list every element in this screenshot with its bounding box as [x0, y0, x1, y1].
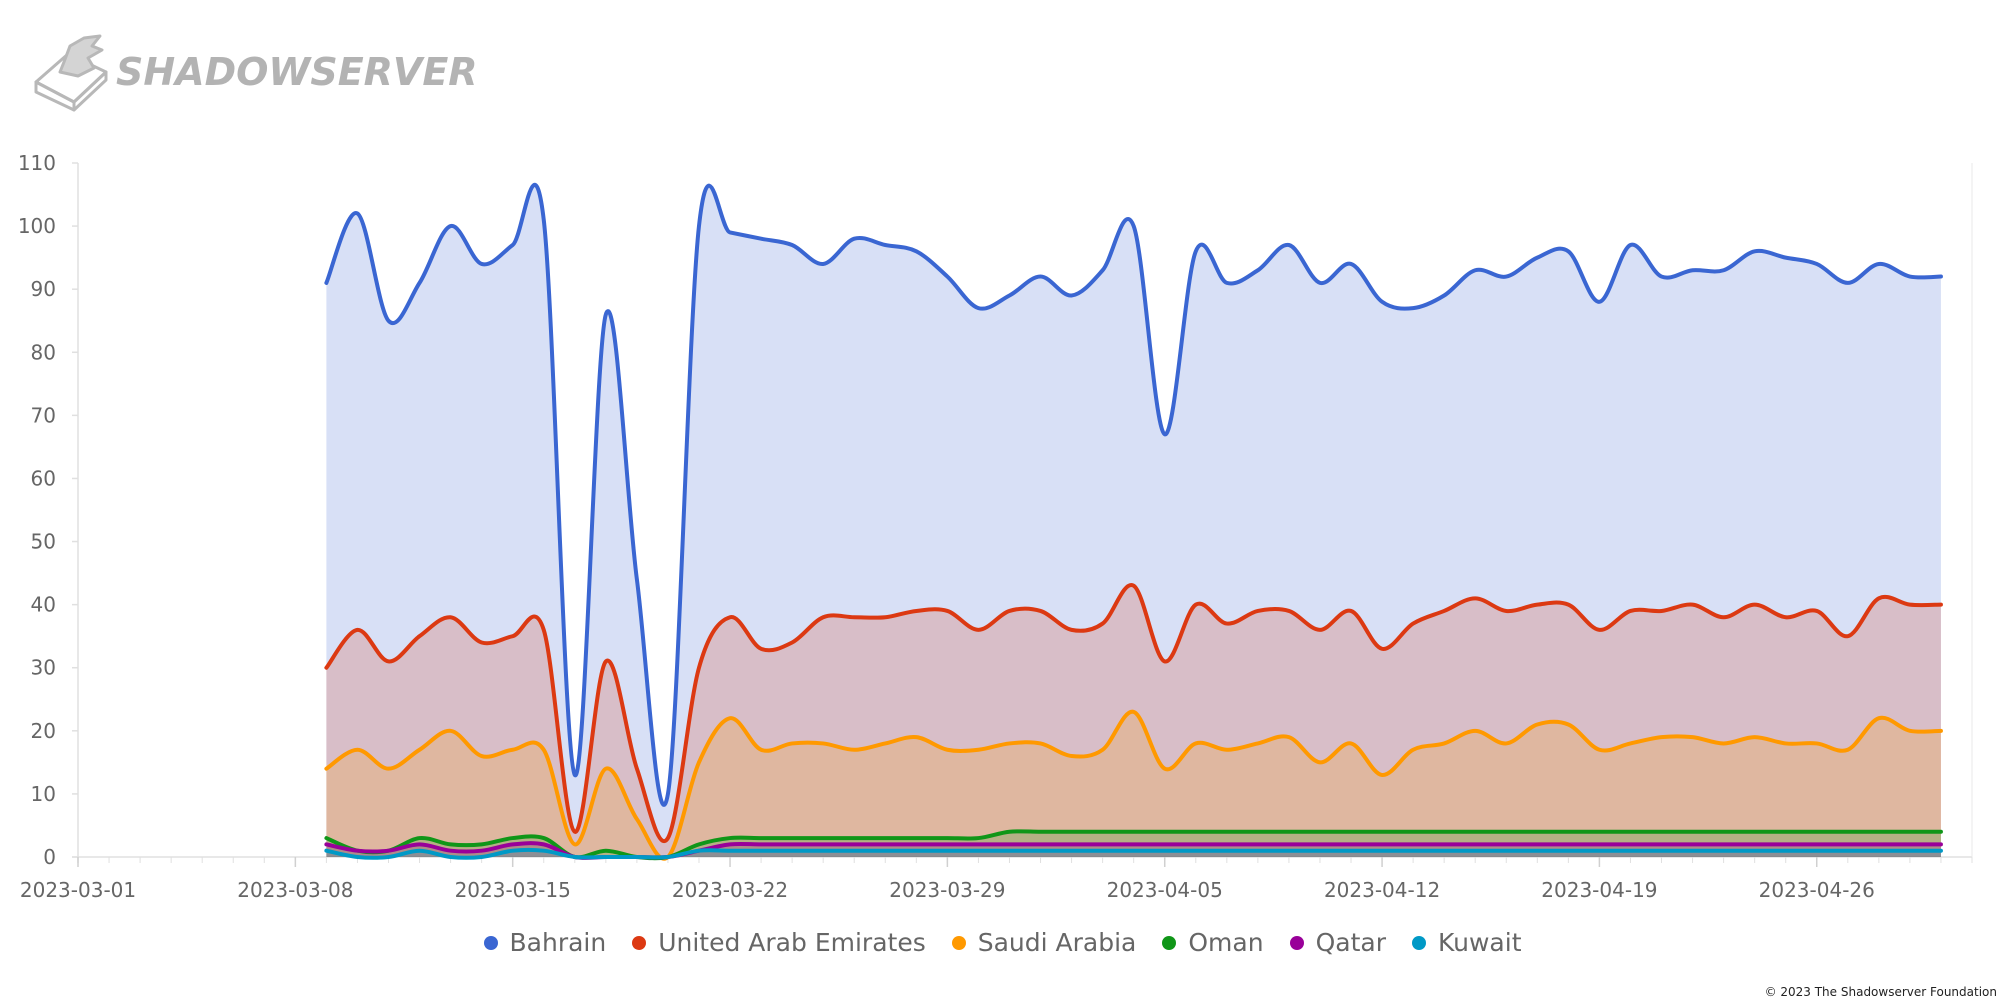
chart-tick-labels: 0 10 20 30 40 50 60 70 80 90 100 110 2023-03-01 2023-… [18, 151, 1875, 902]
x-tick-label: 2023-03-22 [672, 878, 788, 902]
legend-label: Bahrain [509, 928, 607, 957]
legend-label: Qatar [1315, 928, 1386, 957]
y-tick-label: 40 [31, 593, 56, 617]
y-tick-label: 10 [31, 782, 56, 806]
legend-dot-icon [632, 935, 647, 950]
y-tick-label: 30 [31, 656, 56, 680]
y-tick-label: 100 [18, 214, 56, 238]
legend-dot-icon [1411, 935, 1426, 950]
x-tick-label: 2023-04-19 [1541, 878, 1657, 902]
legend-label: United Arab Emirates [658, 928, 926, 957]
y-tick-label: 80 [31, 340, 56, 364]
chart-legend: Bahrain United Arab Emirates Saudi Arabia O… [0, 928, 2005, 957]
y-tick-label: 70 [31, 403, 56, 427]
y-tick-label: 50 [31, 530, 56, 554]
legend-dot-icon [951, 935, 966, 950]
legend-item-bahrain[interactable]: Bahrain [483, 928, 607, 957]
area-bahrain [326, 184, 1941, 857]
x-tick-label: 2023-03-29 [889, 878, 1005, 902]
chart-areas [326, 184, 1941, 859]
line-united-arab-emirates [324, 583, 1943, 843]
y-tick-label: 20 [31, 719, 56, 743]
legend-dot-icon [1162, 935, 1177, 950]
area-united-arab-emirates [326, 584, 1941, 857]
line-saudi-arabia [324, 709, 1943, 861]
legend-label: Kuwait [1437, 928, 1522, 957]
brand-name: SHADOWSERVER [116, 50, 478, 94]
y-tick-label: 90 [31, 277, 56, 301]
legend-item-oman[interactable]: Oman [1162, 928, 1264, 957]
x-tick-label: 2023-04-26 [1759, 878, 1875, 902]
area-saudi-arabia [326, 711, 1941, 859]
x-tick-label: 2023-04-12 [1324, 878, 1440, 902]
legend-dot-icon [1289, 935, 1304, 950]
y-tick-label: 60 [31, 466, 56, 490]
legend-item-saudi-arabia[interactable]: Saudi Arabia [951, 928, 1137, 957]
x-tick-label: 2023-03-01 [20, 878, 136, 902]
legend-item-united-arab-emirates[interactable]: United Arab Emirates [632, 928, 926, 957]
y-tick-label: 0 [43, 845, 56, 869]
legend-item-qatar[interactable]: Qatar [1289, 928, 1386, 957]
chart-area: 0 10 20 30 40 50 60 70 80 90 100 110 2023-03-01 2023-… [18, 151, 1973, 902]
line-kuwait [324, 847, 1943, 860]
x-tick-label: 2023-03-08 [237, 878, 353, 902]
legend-dot-icon [483, 935, 498, 950]
legend-label: Oman [1188, 928, 1264, 957]
y-tick-label: 110 [18, 151, 56, 175]
chart-lines [324, 183, 1943, 861]
shadowserver-logo-icon [34, 34, 108, 112]
legend-item-kuwait[interactable]: Kuwait [1411, 928, 1522, 957]
copyright-notice: © 2023 The Shadowserver Foundation [1764, 985, 1997, 999]
line-bahrain [324, 183, 1943, 807]
brand-logo: SHADOWSERVER [30, 30, 478, 114]
x-tick-label: 2023-03-15 [455, 878, 571, 902]
line-oman [324, 829, 1943, 861]
x-tick-label: 2023-04-05 [1107, 878, 1223, 902]
legend-label: Saudi Arabia [977, 928, 1137, 957]
